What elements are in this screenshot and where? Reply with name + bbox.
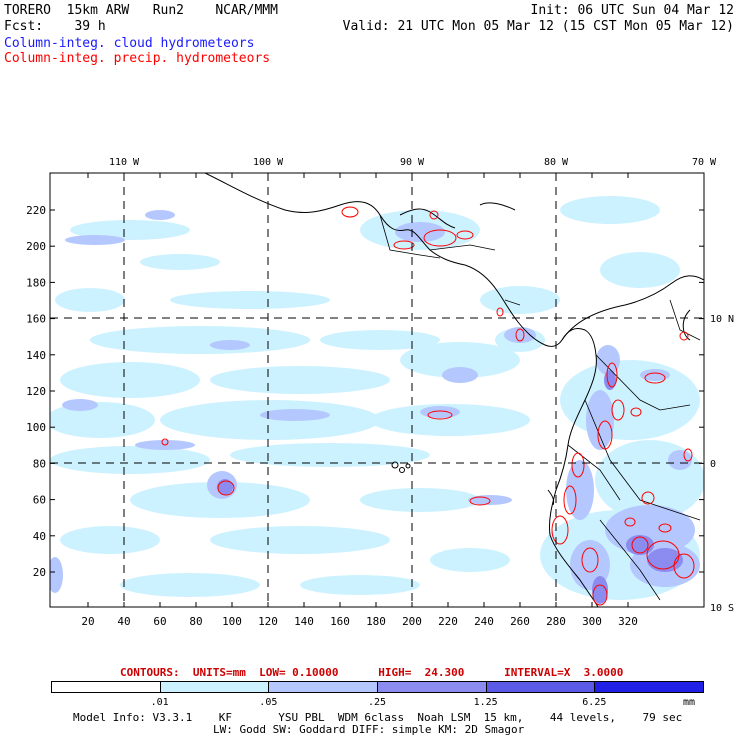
x-tick-label: 220 [438, 615, 458, 628]
cloud-shading-light [50, 196, 704, 600]
y-tick-label: 200 [26, 240, 46, 253]
x-tick-label: 40 [117, 615, 130, 628]
x-tick-label: 180 [366, 615, 386, 628]
latitude-label: 0 [710, 459, 716, 470]
colorbar-swatch [159, 681, 270, 693]
x-tick-label: 260 [510, 615, 530, 628]
colorbar-units-label: mm [682, 697, 696, 708]
x-tick-label: 240 [474, 615, 494, 628]
longitude-label: 80 W [544, 157, 569, 168]
latlon-grid [50, 173, 704, 607]
x-tick-label: 140 [294, 615, 314, 628]
y-tick-label: 160 [26, 313, 46, 326]
y-tick-label: 80 [33, 457, 46, 470]
colorbar-swatch [51, 681, 161, 693]
plot-frame [49, 172, 705, 608]
model-physics: LW: Godd SW: Goddard DIFF: simple KM: 2D… [213, 723, 525, 736]
longitude-label: 100 W [253, 157, 284, 168]
x-tick-label: 320 [618, 615, 638, 628]
colorbar-label: 6.25 [582, 697, 607, 708]
run-title: TORERO 15km ARW Run2 NCAR/MMM [4, 3, 278, 18]
colorbar-label: 1.25 [473, 697, 498, 708]
longitude-label: 90 W [400, 157, 425, 168]
y-tick-label: 40 [33, 530, 46, 543]
y-tick-label: 140 [26, 349, 46, 362]
colorbar-label: .05 [259, 697, 278, 708]
model-info: Model Info: V3.3.1 KF YSU PBL WDM 6class… [73, 711, 683, 724]
x-tick-label: 160 [330, 615, 350, 628]
x-tick-label: 200 [402, 615, 422, 628]
x-tick-label: 100 [222, 615, 242, 628]
y-tick-label: 220 [26, 204, 46, 217]
init-time: Init: 06 UTC Sun 04 Mar 12 [530, 3, 735, 18]
contour-info: CONTOURS: UNITS=mm LOW= 0.10000 HIGH= 24… [120, 666, 624, 679]
forecast-hour: Fcst: 39 h [4, 19, 106, 34]
colorbar-label: .25 [367, 697, 387, 708]
y-tick-label: 20 [33, 566, 46, 579]
colorbar-label: .01 [150, 697, 169, 708]
y-tick-label: 180 [26, 276, 46, 289]
x-tick-label: 20 [81, 615, 94, 628]
legend-precip-hydrometeors: Column-integ. precip. hydrometeors [4, 51, 271, 66]
x-tick-label: 300 [582, 615, 602, 628]
x-tick-label: 120 [258, 615, 278, 628]
legend-cloud-hydrometeors: Column-integ. cloud hydrometeors [4, 36, 255, 51]
colorbar-swatch [268, 681, 378, 693]
colorbar-swatch [377, 681, 487, 693]
y-tick-label: 60 [33, 494, 46, 507]
longitude-label: 70 W [692, 157, 717, 168]
x-tick-label: 280 [546, 615, 566, 628]
colorbar-swatch [594, 681, 704, 693]
x-tick-label: 80 [189, 615, 202, 628]
longitude-label: 110 W [109, 157, 140, 168]
latitude-label: 10 N [710, 314, 734, 325]
y-tick-label: 100 [26, 421, 46, 434]
latitude-label: 10 S [710, 603, 734, 614]
colorbar-swatch [485, 681, 596, 693]
precip-contours [161, 206, 695, 606]
y-tick-label: 120 [26, 385, 46, 398]
x-tick-label: 60 [153, 615, 166, 628]
valid-time: Valid: 21 UTC Mon 05 Mar 12 (15 CST Mon … [342, 19, 734, 34]
